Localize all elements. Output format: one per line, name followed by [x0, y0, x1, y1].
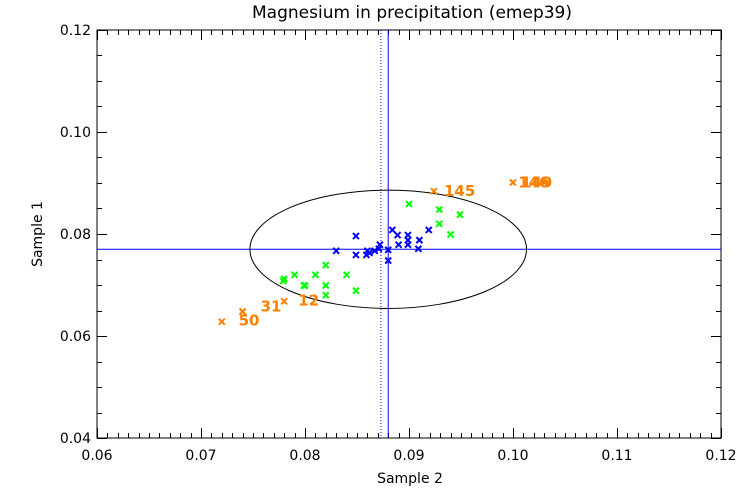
cross-stroke	[290, 271, 299, 279]
x-tick-label: 0.11	[601, 448, 632, 464]
point-inner	[384, 246, 392, 254]
x-axis-title: Sample 2	[377, 471, 443, 487]
cross-stroke	[405, 200, 413, 208]
cross-stroke	[414, 245, 423, 253]
cross-stroke	[365, 249, 374, 257]
cross-stroke	[218, 318, 226, 326]
point-outlier	[218, 318, 226, 326]
confidence-ellipse	[249, 189, 528, 309]
y-tick-label: 0.04	[60, 431, 91, 447]
cross-stroke	[280, 297, 288, 306]
point-middle	[322, 291, 330, 299]
point-middle	[280, 275, 288, 283]
point-outlier	[540, 178, 548, 187]
point-outlier	[238, 307, 247, 316]
point-middle	[435, 205, 443, 214]
cross-stroke	[435, 205, 443, 214]
cross-stroke	[435, 220, 443, 228]
y-tick-label: 0.10	[60, 125, 91, 141]
point-label: 50	[239, 312, 260, 330]
x-tick-label: 0.09	[393, 448, 424, 464]
cross-stroke	[352, 286, 360, 295]
cross-stroke	[322, 261, 330, 269]
cross-stroke	[300, 281, 308, 290]
y-tick-label: 0.06	[60, 329, 91, 345]
point-inner	[415, 236, 424, 244]
point-inner	[365, 249, 374, 257]
point-inner	[404, 241, 412, 249]
point-outlier	[280, 297, 288, 306]
point-inner	[384, 256, 392, 265]
cross-stroke	[425, 226, 433, 234]
cross-stroke	[322, 291, 330, 299]
y-axis-title: Sample 1	[30, 201, 46, 267]
y-tick-label: 0.12	[60, 23, 91, 39]
point-inner	[352, 232, 360, 240]
point-middle	[290, 271, 299, 279]
cross-stroke	[311, 271, 320, 279]
x-tick-label: 0.06	[81, 448, 112, 464]
cross-stroke	[446, 230, 455, 239]
cross-stroke	[352, 251, 360, 259]
y-tick-label: 0.08	[60, 227, 91, 243]
point-inner	[352, 251, 360, 259]
point-outlier	[430, 187, 438, 195]
point-inner	[394, 241, 403, 249]
cross-stroke	[540, 178, 548, 187]
point-inner	[370, 247, 379, 255]
cross-stroke	[394, 241, 403, 249]
point-middle	[300, 281, 308, 290]
cross-stroke	[388, 226, 397, 234]
point-middle	[435, 220, 443, 228]
point-label: 12	[298, 291, 319, 309]
cross-stroke	[384, 256, 392, 265]
point-middle	[456, 210, 464, 219]
cross-stroke	[332, 247, 340, 255]
point-middle	[322, 261, 330, 269]
cross-stroke	[456, 210, 464, 219]
cross-stroke	[430, 187, 438, 195]
point-middle	[446, 230, 455, 239]
cross-stroke	[352, 232, 360, 240]
cross-stroke	[393, 231, 402, 239]
cross-stroke	[280, 275, 288, 283]
point-inner	[375, 245, 383, 253]
chart-title: Magnesium in precipitation (emep39)	[252, 3, 572, 23]
cross-stroke	[509, 178, 517, 187]
point-inner	[425, 226, 433, 234]
point-label: 145	[444, 182, 475, 200]
point-label: 146	[518, 173, 549, 191]
cross-stroke	[384, 246, 392, 254]
point-inner	[388, 226, 397, 234]
x-tick-label: 0.08	[289, 448, 320, 464]
x-tick-label: 0.12	[705, 448, 736, 464]
cross-stroke	[322, 281, 330, 290]
point-middle	[342, 271, 351, 279]
point-inner	[414, 245, 423, 253]
point-middle	[311, 271, 320, 279]
cross-stroke	[342, 271, 351, 279]
point-middle	[405, 200, 413, 208]
cross-stroke	[415, 236, 424, 244]
point-middle	[352, 286, 360, 295]
point-inner	[332, 247, 340, 255]
x-tick-label: 0.10	[497, 448, 528, 464]
cross-stroke	[370, 247, 379, 255]
cross-stroke	[238, 307, 247, 316]
axis-ticks: 0.06 0.07 0.08 0.09 0.10 0.11 0.120.040.060.08…	[60, 23, 737, 464]
point-inner	[393, 231, 402, 239]
x-tick-label: 0.07	[185, 448, 216, 464]
cross-stroke	[375, 245, 383, 253]
point-middle	[322, 281, 330, 290]
point-label: 31	[261, 298, 282, 316]
point-outlier	[509, 178, 517, 187]
reference-lines	[97, 30, 721, 438]
cross-stroke	[404, 241, 412, 249]
point-label: 149	[521, 173, 552, 191]
